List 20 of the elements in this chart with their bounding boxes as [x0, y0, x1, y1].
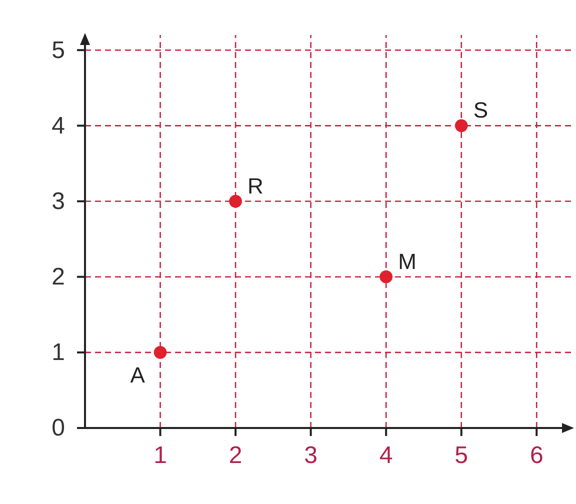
x-tick-label: 5	[454, 442, 468, 470]
annotation: M	[398, 248, 416, 274]
x-tick-label: 2	[228, 442, 242, 470]
y-tick-label: 3	[52, 188, 65, 215]
annotation: A	[130, 362, 146, 388]
x-tick-label: 4	[379, 442, 393, 470]
point	[454, 119, 468, 132]
y-tick-label: 4	[52, 112, 65, 140]
x-tick-label: 3	[304, 442, 318, 470]
annotation: S	[473, 98, 488, 123]
point	[380, 270, 393, 284]
x-tick-label: 1	[154, 442, 167, 470]
y-tick-label: 0	[52, 414, 65, 442]
point	[154, 346, 167, 359]
y-tick-label: 2	[52, 264, 65, 291]
y-tick-label: 5	[52, 36, 65, 64]
x-tick-label: 6	[530, 442, 544, 470]
point	[229, 194, 242, 208]
y-tick-label: 1	[52, 339, 65, 366]
annotation: R	[248, 173, 264, 198]
